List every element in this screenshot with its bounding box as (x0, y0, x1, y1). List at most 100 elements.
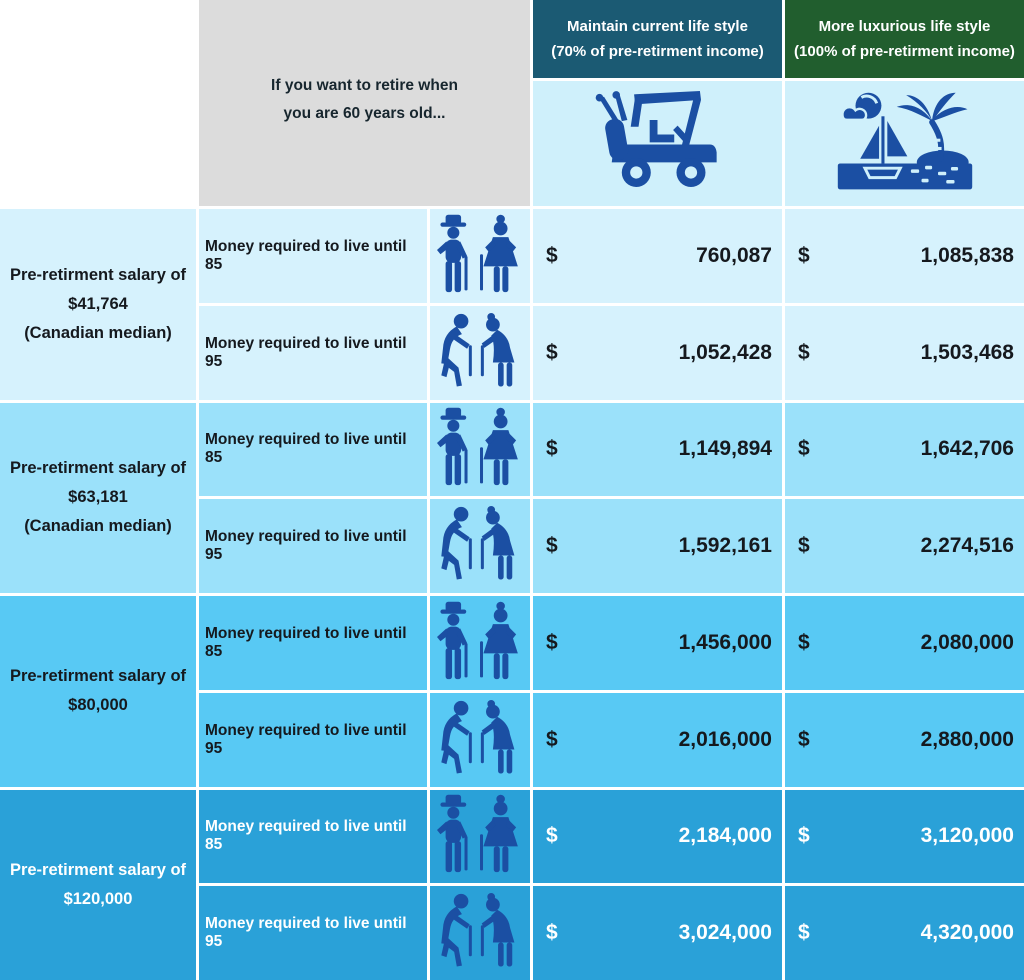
header-luxurious-line-1: More luxurious life style (818, 17, 991, 35)
corner-spacer (0, 0, 196, 206)
currency-symbol: $ (546, 340, 558, 364)
currency-symbol: $ (798, 340, 810, 364)
maintain-value-cell: $ 3,024,000 (533, 886, 782, 980)
amount: 1,149,894 (678, 437, 772, 461)
row-icon-cell (430, 886, 530, 980)
row-icon-cell (430, 499, 530, 593)
currency-symbol: $ (798, 921, 810, 945)
amount: 2,080,000 (920, 630, 1014, 654)
amount: 2,880,000 (920, 727, 1014, 751)
amount: 4,320,000 (920, 921, 1014, 945)
currency-symbol: $ (546, 437, 558, 461)
luxurious-value-cell: $ 2,274,516 (785, 499, 1024, 593)
maintain-value-cell: $ 1,456,000 (533, 596, 782, 690)
luxurious-value-cell: $ 3,120,000 (785, 789, 1024, 884)
maintain-value-cell: $ 2,016,000 (533, 692, 782, 787)
currency-symbol: $ (546, 824, 558, 848)
maintain-value-cell: $ 2,184,000 (533, 789, 782, 884)
amount: 2,274,516 (920, 534, 1014, 558)
row-icon-cell (430, 402, 530, 497)
intro-cell: If you want to retire when you are 60 ye… (199, 0, 530, 206)
beach-vacation-icon (815, 88, 995, 200)
amount: 1,503,468 (920, 340, 1014, 364)
requirement-label: Money required to live until 95 (199, 499, 427, 593)
standing-elderly-couple-icon (432, 793, 528, 879)
requirement-label: Money required to live until 95 (199, 305, 427, 400)
currency-symbol: $ (798, 824, 810, 848)
salary-group-label: Pre-retirment salary of $120,000 (0, 789, 196, 980)
standing-elderly-couple-icon (432, 213, 528, 299)
amount: 2,184,000 (678, 824, 772, 848)
intro-line-1: If you want to retire when (271, 77, 458, 94)
hunched-elderly-couple-icon (432, 697, 528, 783)
maintain-value-cell: $ 760,087 (533, 209, 782, 303)
salary-group-label: Pre-retirment salary of $41,764 (Canadia… (0, 209, 196, 400)
luxurious-icon-cell (785, 81, 1024, 206)
maintain-icon-cell (533, 81, 782, 206)
salary-line: Pre-retirment salary of (9, 459, 187, 478)
salary-line: $80,000 (68, 696, 128, 715)
currency-symbol: $ (546, 727, 558, 751)
requirement-label: Money required to live until 85 (199, 402, 427, 497)
maintain-value-cell: $ 1,052,428 (533, 305, 782, 400)
header-maintain-line-1: Maintain current life style (567, 17, 748, 35)
amount: 3,120,000 (920, 824, 1014, 848)
salary-line: Pre-retirment salary of (9, 667, 187, 686)
requirement-label: Money required to live until 85 (199, 789, 427, 884)
requirement-label: Money required to live until 85 (199, 596, 427, 690)
salary-line: $63,181 (68, 488, 128, 507)
golf-cart-icon (555, 91, 760, 197)
row-icon-cell (430, 209, 530, 303)
requirement-label: Money required to live until 85 (199, 209, 427, 303)
salary-line: (Canadian median) (24, 517, 172, 536)
currency-symbol: $ (546, 921, 558, 945)
header-luxurious-line-2: (100% of pre-retirment income) (794, 43, 1015, 60)
salary-line: $120,000 (63, 889, 133, 908)
luxurious-value-cell: $ 1,642,706 (785, 402, 1024, 497)
amount: 2,016,000 (678, 727, 772, 751)
hunched-elderly-couple-icon (432, 310, 528, 396)
currency-symbol: $ (546, 630, 558, 654)
amount: 1,052,428 (678, 340, 772, 364)
salary-line: (Canadian median) (24, 323, 172, 342)
header-maintain-line-2: (70% of pre-retirment income) (551, 43, 764, 60)
luxurious-value-cell: $ 1,503,468 (785, 305, 1024, 400)
salary-line: $41,764 (68, 294, 128, 313)
amount: 1,642,706 (920, 437, 1014, 461)
currency-symbol: $ (798, 534, 810, 558)
luxurious-value-cell: $ 2,080,000 (785, 596, 1024, 690)
row-icon-cell (430, 305, 530, 400)
standing-elderly-couple-icon (432, 600, 528, 686)
standing-elderly-couple-icon (432, 406, 528, 492)
luxurious-value-cell: $ 1,085,838 (785, 209, 1024, 303)
salary-group-label: Pre-retirment salary of $63,181 (Canadia… (0, 402, 196, 593)
hunched-elderly-couple-icon (432, 890, 528, 976)
header-maintain-lifestyle: Maintain current life style (70% of pre-… (533, 0, 782, 78)
amount: 3,024,000 (678, 921, 772, 945)
row-icon-cell (430, 596, 530, 690)
currency-symbol: $ (798, 243, 810, 267)
salary-line: Pre-retirment salary of (9, 265, 187, 284)
luxurious-value-cell: $ 4,320,000 (785, 886, 1024, 980)
header-luxurious-lifestyle: More luxurious life style (100% of pre-r… (785, 0, 1024, 78)
currency-symbol: $ (798, 437, 810, 461)
currency-symbol: $ (798, 630, 810, 654)
currency-symbol: $ (546, 243, 558, 267)
salary-line: Pre-retirment salary of (9, 860, 187, 879)
luxurious-value-cell: $ 2,880,000 (785, 692, 1024, 787)
amount: 760,087 (696, 243, 772, 267)
requirement-label: Money required to live until 95 (199, 886, 427, 980)
maintain-value-cell: $ 1,592,161 (533, 499, 782, 593)
salary-group-label: Pre-retirment salary of $80,000 (0, 596, 196, 787)
amount: 1,592,161 (678, 534, 772, 558)
row-icon-cell (430, 692, 530, 787)
row-icon-cell (430, 789, 530, 884)
currency-symbol: $ (546, 534, 558, 558)
amount: 1,456,000 (678, 630, 772, 654)
requirement-label: Money required to live until 95 (199, 692, 427, 787)
currency-symbol: $ (798, 727, 810, 751)
amount: 1,085,838 (920, 243, 1014, 267)
maintain-value-cell: $ 1,149,894 (533, 402, 782, 497)
intro-line-2: you are 60 years old... (283, 104, 446, 122)
